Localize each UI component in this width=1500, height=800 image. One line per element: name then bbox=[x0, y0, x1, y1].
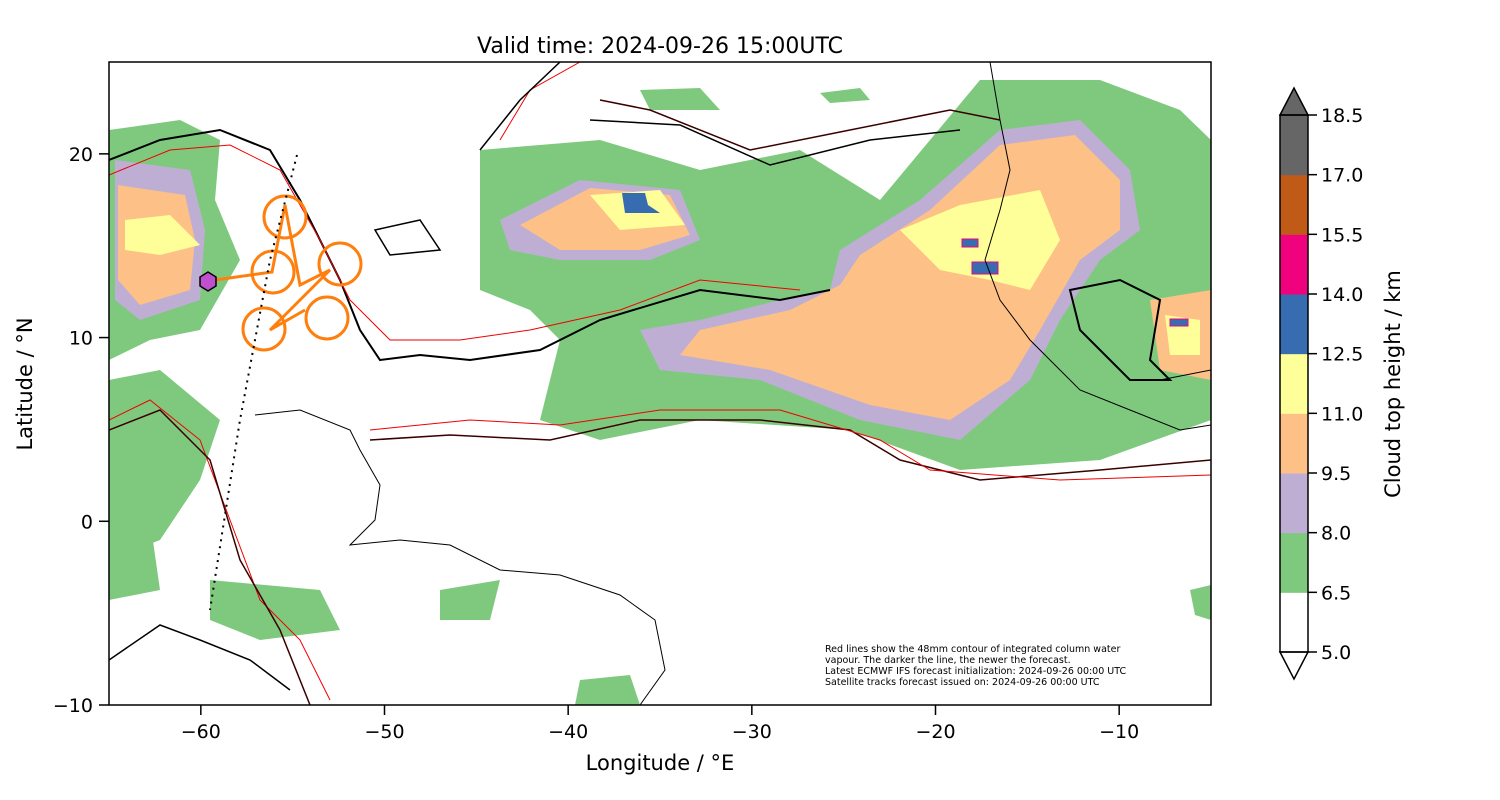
y-tick-label: 0 bbox=[81, 511, 93, 533]
colorbar-tick-label: 18.5 bbox=[1321, 105, 1363, 127]
plot-title: Valid time: 2024-09-26 15:00UTC bbox=[477, 34, 843, 59]
colorbar-extend-max bbox=[1278, 86, 1310, 116]
colorbar-bin bbox=[1280, 532, 1308, 593]
colorbar-bin bbox=[1280, 473, 1308, 534]
colorbar-tick-label: 11.0 bbox=[1321, 403, 1363, 425]
cloud-fields bbox=[109, 80, 1211, 705]
map-area bbox=[109, 62, 1211, 705]
axes: −60 −50 −40 −30 −20 −10 −10 0 10 20 bbox=[53, 144, 1139, 743]
colorbar-label: Cloud top height / km bbox=[1381, 270, 1405, 498]
colorbar-frame bbox=[1279, 114, 1309, 653]
y-tick-label: 10 bbox=[69, 328, 93, 350]
colorbar-tick-label: 12.5 bbox=[1321, 344, 1363, 366]
y-axis-label: Latitude / °N bbox=[13, 317, 37, 450]
colorbar-bin bbox=[1280, 413, 1308, 474]
annotation-line: vapour. The darker the line, the newer t… bbox=[825, 655, 1071, 666]
annotation-line: Red lines show the 48mm contour of integ… bbox=[825, 644, 1120, 655]
x-tick-label: −40 bbox=[548, 721, 588, 743]
colorbar-bin bbox=[1280, 592, 1308, 653]
iwv-contours bbox=[109, 62, 1211, 705]
colorbar-bin bbox=[1280, 353, 1308, 414]
colorbar-tick-label: 15.5 bbox=[1321, 224, 1363, 246]
colorbar-tick-label: 14.0 bbox=[1321, 284, 1363, 306]
annotation-text: Red lines show the 48mm contour of integ… bbox=[825, 644, 1126, 688]
colorbar-tick-label: 5.0 bbox=[1321, 642, 1351, 664]
y-tick-label: 20 bbox=[69, 144, 93, 166]
x-axis-label: Longitude / °E bbox=[586, 751, 735, 775]
x-tick-label: −60 bbox=[181, 721, 221, 743]
satellite-track bbox=[207, 154, 363, 611]
colorbar-bin bbox=[1280, 234, 1308, 295]
colorbar-tick-label: 8.0 bbox=[1321, 523, 1351, 545]
x-tick-label: −30 bbox=[732, 721, 772, 743]
map-frame bbox=[108, 61, 1212, 706]
y-tick-label: −10 bbox=[53, 695, 93, 717]
x-tick-label: −50 bbox=[364, 721, 404, 743]
colorbar: 5.0 6.5 8.0 9.5 11.0 12.5 14.0 15.5 17.0 18.5 bbox=[1278, 86, 1363, 681]
colorbar-tick-label: 9.5 bbox=[1321, 463, 1351, 485]
colorbar-tick-label: 17.0 bbox=[1321, 165, 1363, 187]
colorbar-bin bbox=[1280, 294, 1308, 355]
colorbar-tick-label: 6.5 bbox=[1321, 582, 1351, 604]
satellite-marker bbox=[199, 271, 217, 292]
colorbar-bin bbox=[1280, 115, 1308, 176]
colorbar-extend-min bbox=[1278, 651, 1310, 681]
x-tick-label: −20 bbox=[915, 721, 955, 743]
annotation-line: Satellite tracks forecast issued on: 202… bbox=[825, 677, 1100, 688]
x-tick-label: −10 bbox=[1099, 721, 1139, 743]
colorbar-bin bbox=[1280, 174, 1308, 235]
annotation-line: Latest ECMWF IFS forecast initialization… bbox=[825, 666, 1126, 677]
